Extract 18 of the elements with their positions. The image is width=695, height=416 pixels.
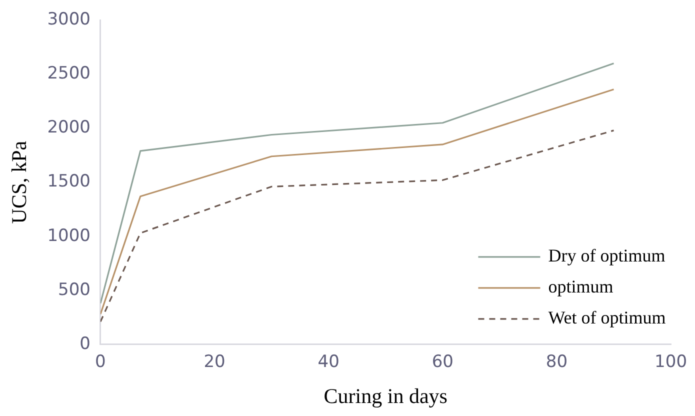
y-tick-label: 1000 <box>47 226 90 246</box>
legend-label: optimum <box>548 276 614 297</box>
y-tick-label: 1500 <box>47 172 90 192</box>
x-tick-label: 80 <box>546 352 568 372</box>
legend-label: Dry of optimum <box>548 246 666 266</box>
y-tick-label: 500 <box>58 280 90 300</box>
x-axis-title: Curing in days <box>324 384 448 408</box>
legend-label: Wet of optimum <box>548 308 666 328</box>
y-tick-label: 2500 <box>47 64 90 84</box>
y-tick-label: 3000 <box>47 10 90 30</box>
x-tick-label: 60 <box>432 352 454 372</box>
y-axis-title: UCS, kPa <box>7 140 32 224</box>
x-tick-label: 100 <box>654 352 688 372</box>
x-tick-label: 40 <box>318 352 340 372</box>
x-tick-label: 0 <box>95 352 106 372</box>
y-tick-label: 2000 <box>47 118 90 138</box>
x-tick-label: 20 <box>204 352 226 372</box>
y-tick-label: 0 <box>80 334 90 354</box>
